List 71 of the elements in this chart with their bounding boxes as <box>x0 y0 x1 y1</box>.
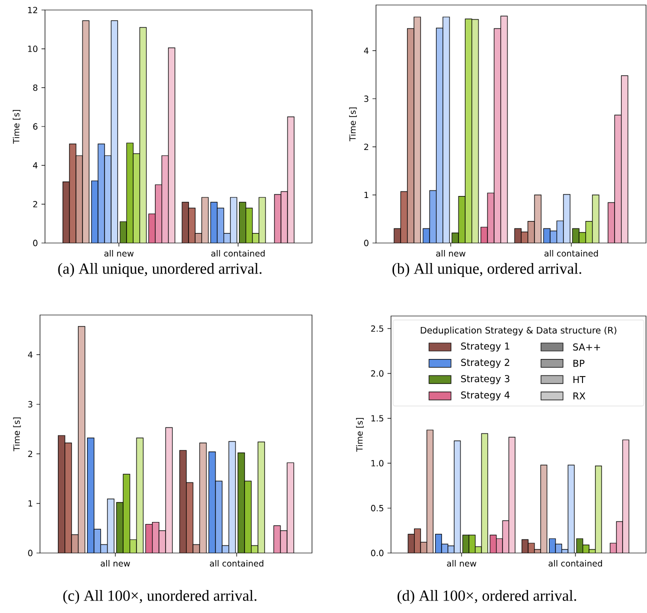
bar <box>508 436 516 553</box>
y-tick-label: 0 <box>33 240 38 246</box>
y-tick-label: 0 <box>364 240 368 246</box>
y-tick-label: 1 <box>28 500 32 507</box>
y-axis-title: Time [s] <box>356 418 364 452</box>
annotation: Strategy 3 <box>461 375 510 384</box>
y-tick-label: 12 <box>28 6 38 14</box>
y-tick-label: 0.0 <box>371 550 384 556</box>
x-tick-label: all contained <box>211 250 265 257</box>
annotation: Strategy 4 <box>461 391 510 400</box>
bar <box>78 326 86 553</box>
y-tick-label: 3 <box>364 96 368 102</box>
x-tick-label: all contained <box>548 560 602 567</box>
y-tick-label: 2.0 <box>371 370 384 377</box>
bar <box>132 153 140 243</box>
bar <box>414 528 421 553</box>
y-tick-label: 8 <box>33 84 38 91</box>
bar <box>442 16 450 243</box>
x-tick-label: all contained <box>544 250 598 257</box>
x-tick-label: all new <box>104 250 134 257</box>
y-tick-label: 4 <box>33 162 38 168</box>
y-tick-label: 0 <box>28 550 32 556</box>
bar <box>436 28 444 243</box>
text: (a) All unique, unordered arrival. <box>58 262 262 277</box>
y-axis-title: Time [s] <box>13 418 21 452</box>
y-tick-label: 6 <box>33 123 38 130</box>
x-tick-label: all contained <box>210 560 264 567</box>
bar <box>620 75 628 243</box>
x-tick-label: all new <box>447 560 476 567</box>
text: (c) All 100×, unordered arrival. <box>63 590 256 604</box>
y-tick-label: 1.0 <box>371 460 384 466</box>
bar <box>464 18 472 243</box>
bar <box>426 430 434 553</box>
bar <box>414 16 421 243</box>
y-tick-label: 2 <box>28 450 32 457</box>
y-tick-label: 1 <box>364 192 368 198</box>
bar <box>98 144 105 243</box>
bar <box>614 114 622 243</box>
y-tick-label: 2.5 <box>371 325 384 332</box>
bar <box>238 202 246 243</box>
text: (b) All unique, ordered arrival. <box>392 262 582 277</box>
y-tick-label: 10 <box>28 46 38 52</box>
annotation: SA++ <box>573 343 600 351</box>
bar <box>110 20 118 243</box>
y-tick-label: 2 <box>33 201 38 208</box>
annotation: Strategy 2 <box>461 358 510 368</box>
y-axis-title: Time [s] <box>12 110 20 144</box>
bar <box>500 16 508 243</box>
y-tick-label: 4 <box>28 352 32 358</box>
annotation: BP <box>573 360 584 367</box>
bar <box>435 534 442 553</box>
annotation: HT <box>573 376 586 384</box>
x-tick-label: all new <box>436 250 466 257</box>
bar <box>472 19 479 243</box>
bar <box>230 197 238 243</box>
bar <box>154 184 162 243</box>
text: (d) All 100×, ordered arrival. <box>398 590 576 604</box>
y-tick-label: 2 <box>364 144 368 150</box>
y-tick-label: 4 <box>364 48 369 54</box>
y-tick-label: 3 <box>28 401 32 408</box>
legend-title: Deduplication Strategy & Data structure (R) <box>420 326 616 336</box>
y-axis-title: Time [s] <box>349 108 357 142</box>
bar <box>126 142 134 243</box>
bar <box>494 28 502 243</box>
bar <box>616 521 623 553</box>
y-tick-label: 0.5 <box>371 504 384 512</box>
x-tick-label: all new <box>100 560 130 567</box>
y-tick-label: 1.5 <box>371 415 384 422</box>
annotation: Strategy 1 <box>461 342 510 352</box>
annotation: RX <box>573 392 586 400</box>
bar <box>595 466 602 553</box>
